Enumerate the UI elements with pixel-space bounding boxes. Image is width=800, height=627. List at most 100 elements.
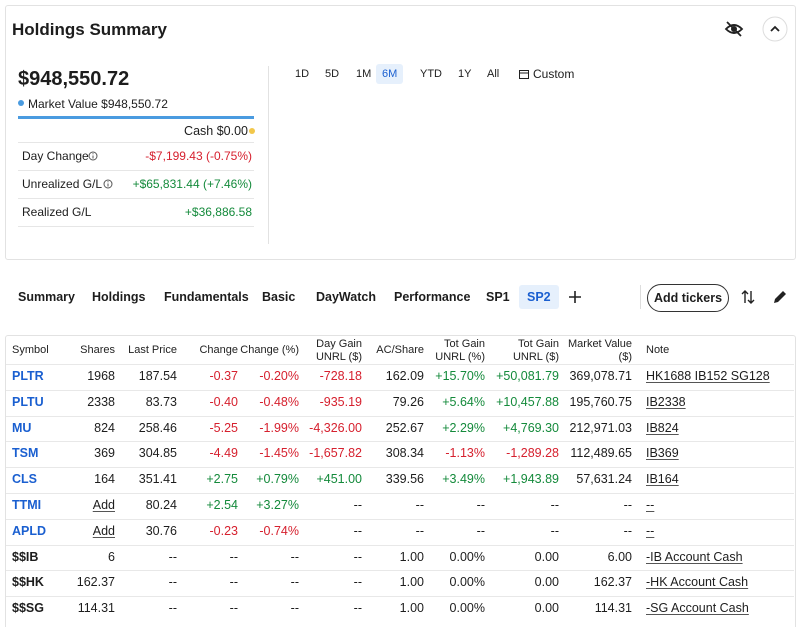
cell: 162.09 [385, 369, 424, 383]
cell: -4,326.00 [309, 420, 362, 435]
cell: 0.00% [449, 601, 485, 616]
range-label: 1Y [458, 68, 472, 80]
cell[interactable]: IB369 [646, 446, 679, 461]
tab[interactable]: SP2 [519, 285, 559, 309]
allocation-bar [18, 116, 254, 119]
cell: 162.37 [76, 575, 115, 590]
tab[interactable]: Holdings [92, 290, 146, 304]
cell: -- [353, 549, 362, 564]
cell[interactable]: Add [92, 523, 115, 538]
cell[interactable]: -- [646, 523, 655, 538]
hide-icon[interactable] [724, 19, 744, 39]
cell: +10,457.88 [496, 394, 559, 409]
cell: 369 [94, 446, 115, 461]
symbol[interactable]: APLD [12, 523, 47, 538]
cell[interactable]: -IB Account Cash [646, 549, 743, 564]
cell: 308.34 [385, 446, 424, 461]
cell: +5.64% [442, 394, 485, 409]
cell: +15.70% [435, 369, 485, 383]
info-icon[interactable] [88, 151, 98, 161]
summary-label: Day Change [22, 149, 89, 163]
cell: -0.23 [209, 523, 239, 538]
tab[interactable]: Performance [394, 290, 471, 304]
cell[interactable]: Add [92, 498, 115, 512]
symbol[interactable]: MU [12, 420, 32, 435]
symbol[interactable]: TSM [12, 446, 39, 461]
range-button[interactable]: All [481, 64, 505, 84]
cell: -- [353, 523, 362, 538]
tab[interactable]: DayWatch [316, 290, 376, 304]
cell[interactable]: -HK Account Cash [646, 575, 749, 590]
cell: 1.00 [399, 575, 424, 590]
cell[interactable]: IB164 [646, 472, 679, 487]
range-button[interactable]: 1M [350, 64, 377, 84]
summary-label: Unrealized G/L [22, 177, 103, 191]
tab[interactable]: Summary [18, 290, 75, 304]
cell: +451.00 [316, 472, 362, 487]
cell: -1,657.82 [309, 446, 362, 461]
symbol[interactable]: $$SG [12, 601, 44, 616]
row-separator [6, 415, 794, 417]
cell: 112,489.65 [570, 446, 632, 461]
symbol[interactable]: $$HK [12, 575, 44, 590]
cell: -0.74% [259, 523, 299, 538]
add-tickers-button[interactable]: Add tickers [647, 284, 729, 312]
edit-icon[interactable] [772, 289, 788, 305]
collapse-button[interactable] [762, 16, 788, 42]
range-button[interactable]: 6M [376, 64, 404, 84]
cash-label: Cash [184, 124, 214, 138]
cell: 164 [94, 472, 115, 487]
cell: -- [229, 601, 238, 616]
tab[interactable]: Fundamentals [164, 290, 249, 304]
cell[interactable]: -- [646, 498, 655, 512]
cell: -- [415, 523, 424, 538]
info-icon[interactable] [103, 179, 113, 189]
cell: 0.00% [449, 549, 485, 564]
column-header: Last Price [128, 344, 177, 356]
symbol[interactable]: PLTR [12, 369, 44, 383]
tab[interactable]: Basic [262, 290, 296, 304]
add-tab-icon[interactable] [568, 290, 582, 304]
legend-dot [18, 100, 24, 106]
cell: 114.31 [77, 601, 115, 616]
cell: 304.85 [138, 446, 177, 461]
title: Holdings Summary [12, 20, 167, 39]
range-label: All [487, 68, 500, 80]
cell: 2338 [87, 394, 115, 409]
cell: 79.26 [392, 394, 424, 409]
range-button[interactable]: 5D [319, 64, 345, 84]
column-header: Change [199, 344, 238, 356]
column-header: ($) [618, 351, 632, 363]
cell[interactable]: IB824 [646, 420, 679, 435]
cash-amount: $0.00 [216, 124, 248, 138]
cell[interactable]: HK1688 IB152 SG128 [646, 369, 770, 383]
cell: -- [229, 549, 238, 564]
cell: -- [476, 498, 485, 512]
symbol[interactable]: TTMI [12, 498, 42, 512]
cell: 1968 [87, 369, 115, 383]
symbol[interactable]: CLS [12, 472, 37, 487]
cell[interactable]: IB2338 [646, 394, 686, 409]
sort-icon[interactable] [741, 289, 755, 305]
cell: 30.76 [145, 523, 177, 538]
range-button[interactable]: 1Y [452, 64, 477, 84]
total-value: $948,550.72 [18, 68, 130, 90]
cell: 0.00% [449, 575, 485, 590]
row-separator [6, 364, 794, 365]
cell: 0.00 [534, 601, 559, 616]
cell: 252.67 [385, 420, 424, 435]
cell[interactable]: -SG Account Cash [646, 601, 749, 616]
cell: 162.37 [593, 575, 632, 590]
range-button[interactable]: Custom [513, 64, 580, 84]
symbol[interactable]: $$IB [12, 549, 39, 564]
calendar-icon [519, 70, 529, 79]
row-separator [6, 441, 794, 443]
range-button[interactable]: YTD [414, 64, 448, 84]
cell: +2.29% [442, 420, 485, 435]
tab[interactable]: SP1 [486, 290, 510, 304]
column-header: AC/Share [376, 344, 424, 356]
symbol[interactable]: PLTU [12, 394, 44, 409]
range-label: 6M [382, 68, 398, 80]
cell: -0.40 [209, 394, 239, 409]
range-button[interactable]: 1D [289, 64, 315, 84]
